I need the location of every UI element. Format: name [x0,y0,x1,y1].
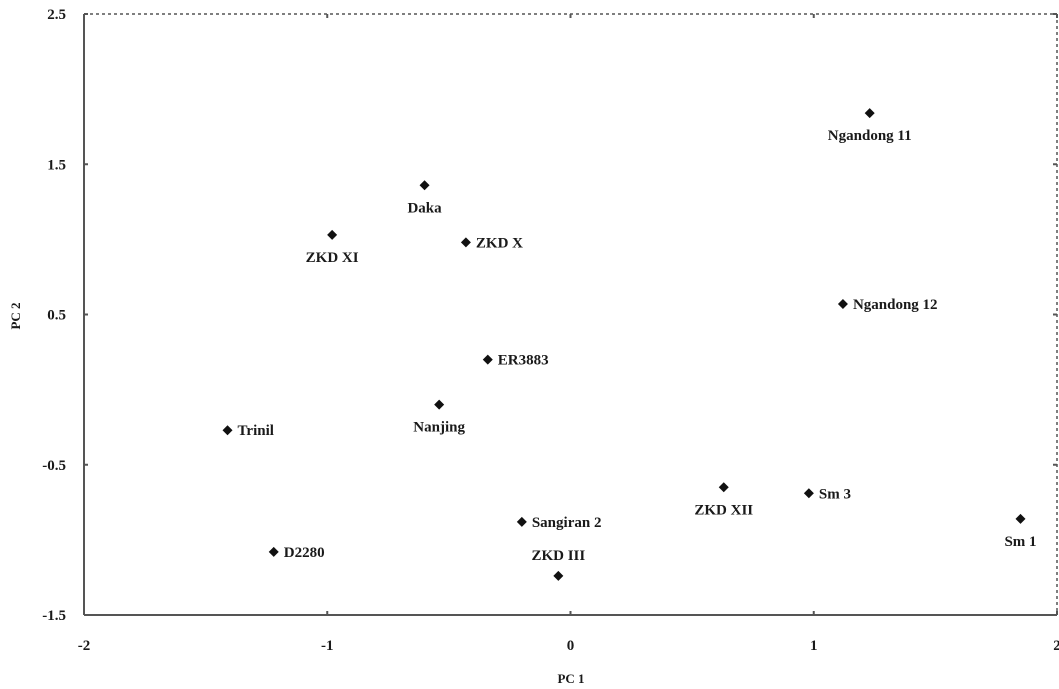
data-point-label: ZKD X [476,235,523,251]
data-point-label: Daka [407,200,442,216]
data-point-label: Sm 3 [819,486,851,502]
data-point-label: ZKD XI [306,250,359,266]
data-point-marker [419,180,430,191]
data-point-marker [1015,513,1026,524]
data-point-label: Ngandong 12 [853,297,938,313]
x-tick-label: 0 [567,638,575,654]
data-point-label: ZKD III [531,548,585,564]
data-point-label: Ngandong 11 [828,128,912,144]
x-tick-label: 2 [1053,638,1059,654]
x-tick-label: 1 [810,638,818,654]
data-point-marker [460,237,471,248]
data-point-marker [553,570,564,581]
data-point-marker [718,482,729,493]
y-tick-label: -0.5 [42,458,66,474]
x-tick-label: -2 [78,638,91,654]
data-point-marker [803,488,814,499]
data-point-marker [434,399,445,410]
data-point-label: Sm 1 [1004,534,1036,550]
data-point-marker [222,425,233,436]
y-tick-label: 0.5 [47,308,66,324]
y-tick-label: 2.5 [47,7,66,23]
x-tick-label: -1 [321,638,334,654]
data-point-marker [837,298,848,309]
data-point-label: Trinil [238,423,274,439]
data-point-label: D2280 [284,545,325,561]
data-point-label: ER3883 [498,353,549,369]
x-axis-title: PC 1 [557,671,584,686]
y-tick-label: -1.5 [42,608,66,624]
data-point-label: Sangiran 2 [532,515,602,531]
y-tick-label: 1.5 [47,157,66,173]
x-axis-ticks: -2 -1 0 1 2 [78,14,1059,654]
data-point-marker [864,108,875,119]
data-point-marker [516,516,527,527]
data-point-marker [482,354,493,365]
y-axis-title: PC 2 [8,302,23,329]
data-points: Ngandong 11 Daka ZKD XI ZKD X Ngandong 12 ER3… [222,108,1037,581]
data-point-label: Nanjing [413,420,465,436]
data-point-marker [268,546,279,557]
data-point-label: ZKD XII [694,502,753,518]
y-axis-ticks: -1.5 -0.5 0.5 1.5 2.5 [42,7,1057,624]
data-point-marker [327,229,338,240]
